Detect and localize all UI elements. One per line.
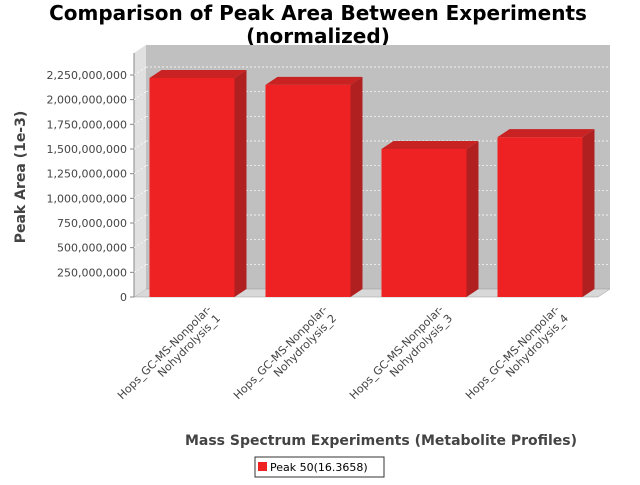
gridline-depth — [133, 116, 147, 125]
x-tick-label-line: Hops_GC-MS-Nonpolar- — [347, 303, 446, 402]
y-tick-label: 500,000,000 — [57, 242, 127, 255]
legend: Peak 50(16.3658) — [254, 456, 385, 478]
legend-label: Peak 50(16.3658) — [270, 461, 368, 474]
bar-side — [350, 76, 363, 297]
y-tick-label: 1,750,000,000 — [47, 118, 127, 131]
bar-top — [497, 129, 595, 138]
bar-front — [381, 149, 467, 297]
bars — [149, 69, 595, 298]
chart-title: Comparison of Peak Area Between Experime… — [49, 1, 587, 25]
gridline-depth — [133, 66, 147, 76]
y-tick-label: 2,000,000,000 — [47, 94, 127, 107]
bar-side — [582, 129, 595, 297]
chart-subtitle: (normalized) — [246, 24, 390, 48]
bar-top — [265, 76, 363, 85]
bar-top — [381, 141, 479, 149]
bar — [381, 141, 479, 297]
bar-side — [234, 69, 247, 298]
y-axis-ticks: 0 250,000,000 500,000,000 750,000,000 1,000,… — [47, 69, 134, 304]
bar-front — [497, 137, 583, 297]
y-tick-label: 1,500,000,000 — [47, 143, 127, 156]
plot-area — [133, 45, 611, 298]
gridline-depth — [133, 264, 147, 273]
x-tick-label-line: Hops_GC-MS-Nonpolar- — [463, 303, 562, 402]
x-tick-label: Hops_GC-MS-Nonpolar-Nohydrolysis_2 — [231, 303, 339, 411]
gridline-depth — [133, 140, 147, 150]
x-tick-label: Hops_GC-MS-Nonpolar-Nohydrolysis_3 — [347, 303, 455, 411]
y-tick-label: 250,000,000 — [57, 266, 127, 279]
legend-swatch — [258, 462, 267, 471]
y-axis-label: Peak Area (1e-3) — [13, 111, 29, 244]
plot-left-wall — [134, 45, 146, 297]
gridline-depth — [133, 239, 147, 248]
bar — [497, 129, 595, 297]
bar-top — [149, 69, 247, 78]
gridline-depth — [133, 214, 147, 224]
x-tick-label: Hops_GC-MS-Nonpolar-Nohydrolysis_4 — [463, 303, 571, 411]
x-axis-labels: Hops_GC-MS-Nonpolar-Nohydrolysis_1 Hops_G… — [115, 303, 571, 411]
legend-box — [254, 456, 385, 478]
x-tick-label: Hops_GC-MS-Nonpolar-Nohydrolysis_1 — [115, 303, 223, 411]
x-axis-label: Mass Spectrum Experiments (Metabolite Pr… — [185, 433, 577, 449]
bar — [149, 69, 247, 298]
y-tick-label: 2,250,000,000 — [47, 69, 127, 82]
y-tick-label: 1,250,000,000 — [47, 168, 127, 181]
bar-front — [265, 84, 351, 297]
y-tick-label: 750,000,000 — [57, 217, 127, 230]
y-tick-label: 0 — [120, 291, 127, 304]
bar-front — [149, 77, 235, 298]
plot-back-wall — [146, 45, 610, 289]
bar-side — [466, 141, 479, 297]
gridline-depth — [133, 190, 147, 199]
bar — [265, 76, 363, 297]
x-tick-label-line: Hops_GC-MS-Nonpolar- — [115, 303, 214, 402]
x-tick-label-line: Hops_GC-MS-Nonpolar- — [231, 303, 330, 402]
gridline-depth — [133, 91, 147, 100]
gridline-depth — [133, 165, 147, 174]
y-tick-label: 1,000,000,000 — [47, 192, 127, 205]
